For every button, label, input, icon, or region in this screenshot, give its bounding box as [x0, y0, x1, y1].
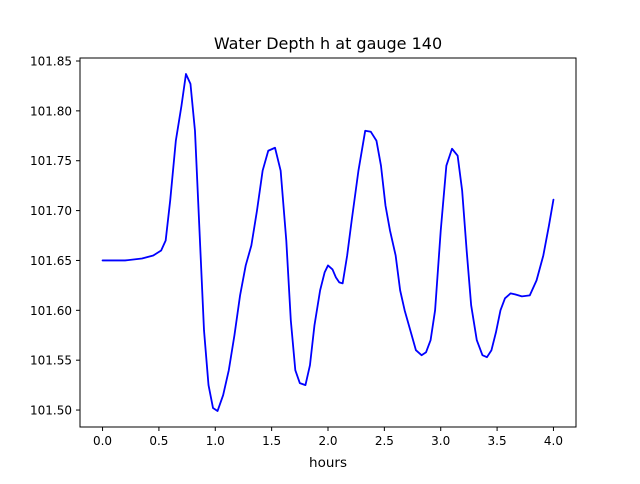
y-tick-label: 101.85 [30, 54, 72, 68]
x-tick-label: 3.5 [488, 434, 507, 448]
x-tick-label: 4.0 [544, 434, 563, 448]
x-tick-label: 1.5 [262, 434, 281, 448]
x-tick-label: 3.0 [431, 434, 450, 448]
x-tick-label: 1.0 [206, 434, 225, 448]
y-tick-label: 101.55 [30, 354, 72, 368]
x-tick-label: 0.0 [93, 434, 112, 448]
y-tick-label: 101.70 [30, 204, 72, 218]
y-tick-label: 101.60 [30, 304, 72, 318]
x-tick-label: 2.0 [318, 434, 337, 448]
x-tick-label: 2.5 [375, 434, 394, 448]
y-tick-label: 101.80 [30, 104, 72, 118]
y-tick-label: 101.75 [30, 154, 72, 168]
x-tick-label: 0.5 [149, 434, 168, 448]
chart-title: Water Depth h at gauge 140 [214, 34, 442, 53]
plot-area: 0.0 0.5 1.0 1.5 2.0 2.5 3.0 3.5 4.0 101.50 101.55 1… [30, 54, 577, 448]
series-line-0 [101, 73, 555, 412]
x-axis-label: hours [309, 455, 347, 471]
y-tick-label: 101.65 [30, 254, 72, 268]
y-tick-label: 101.50 [30, 404, 72, 418]
